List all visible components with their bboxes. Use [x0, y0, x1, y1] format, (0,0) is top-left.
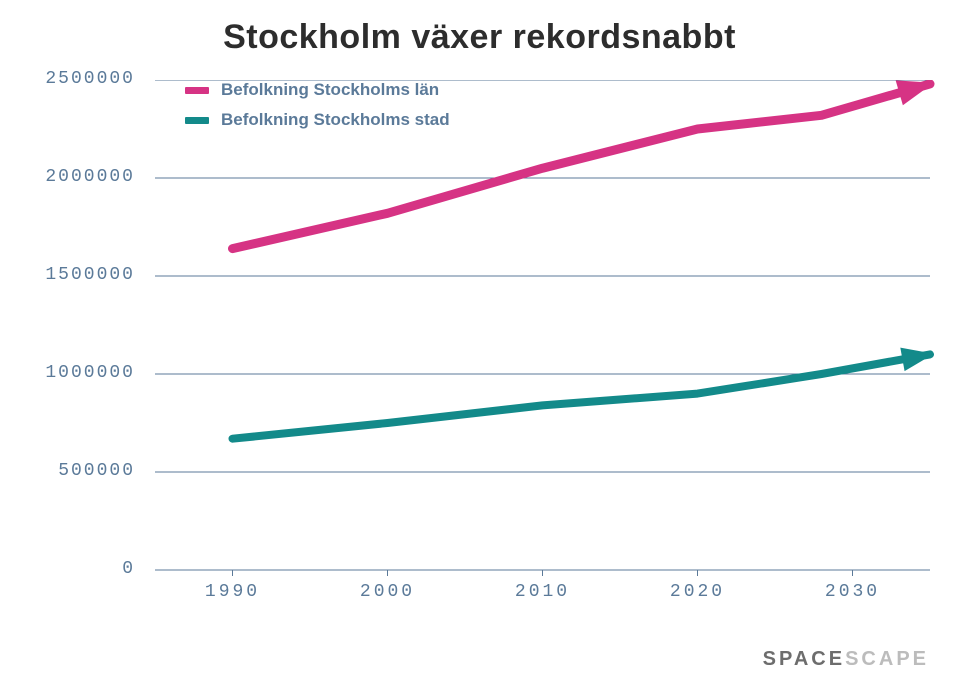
x-axis-label: 2000: [338, 582, 438, 602]
y-axis-label: 1500000: [0, 265, 135, 285]
brand-logo: SPACESCAPE: [763, 648, 929, 671]
y-axis-label: 500000: [0, 461, 135, 481]
chart-container: 0500000100000015000002000000250000019902…: [0, 80, 959, 620]
x-axis-label: 2030: [803, 582, 903, 602]
series-arrowhead-lan: [896, 80, 934, 105]
legend-label: Befolkning Stockholms stad: [221, 110, 450, 130]
x-axis-label: 1990: [183, 582, 283, 602]
y-axis-label: 0: [0, 559, 135, 579]
x-axis-label: 2010: [493, 582, 593, 602]
chart-svg: [0, 80, 959, 620]
legend-item-stad: Befolkning Stockholms stad: [185, 110, 450, 130]
legend-swatch: [185, 87, 209, 94]
page-title: Stockholm växer rekordsnabbt: [0, 18, 959, 57]
brand-part1: SPACE: [763, 648, 845, 670]
series-line-stad: [233, 354, 931, 438]
legend: Befolkning Stockholms län Befolkning Stoc…: [185, 80, 450, 140]
y-axis-label: 2500000: [0, 69, 135, 89]
y-axis-label: 2000000: [0, 167, 135, 187]
y-axis-label: 1000000: [0, 363, 135, 383]
x-axis-label: 2020: [648, 582, 748, 602]
legend-swatch: [185, 117, 209, 124]
title-text: Stockholm växer rekordsnabbt: [223, 18, 736, 56]
legend-item-lan: Befolkning Stockholms län: [185, 80, 450, 100]
legend-label: Befolkning Stockholms län: [221, 80, 439, 100]
brand-part2: SCAPE: [845, 648, 929, 670]
